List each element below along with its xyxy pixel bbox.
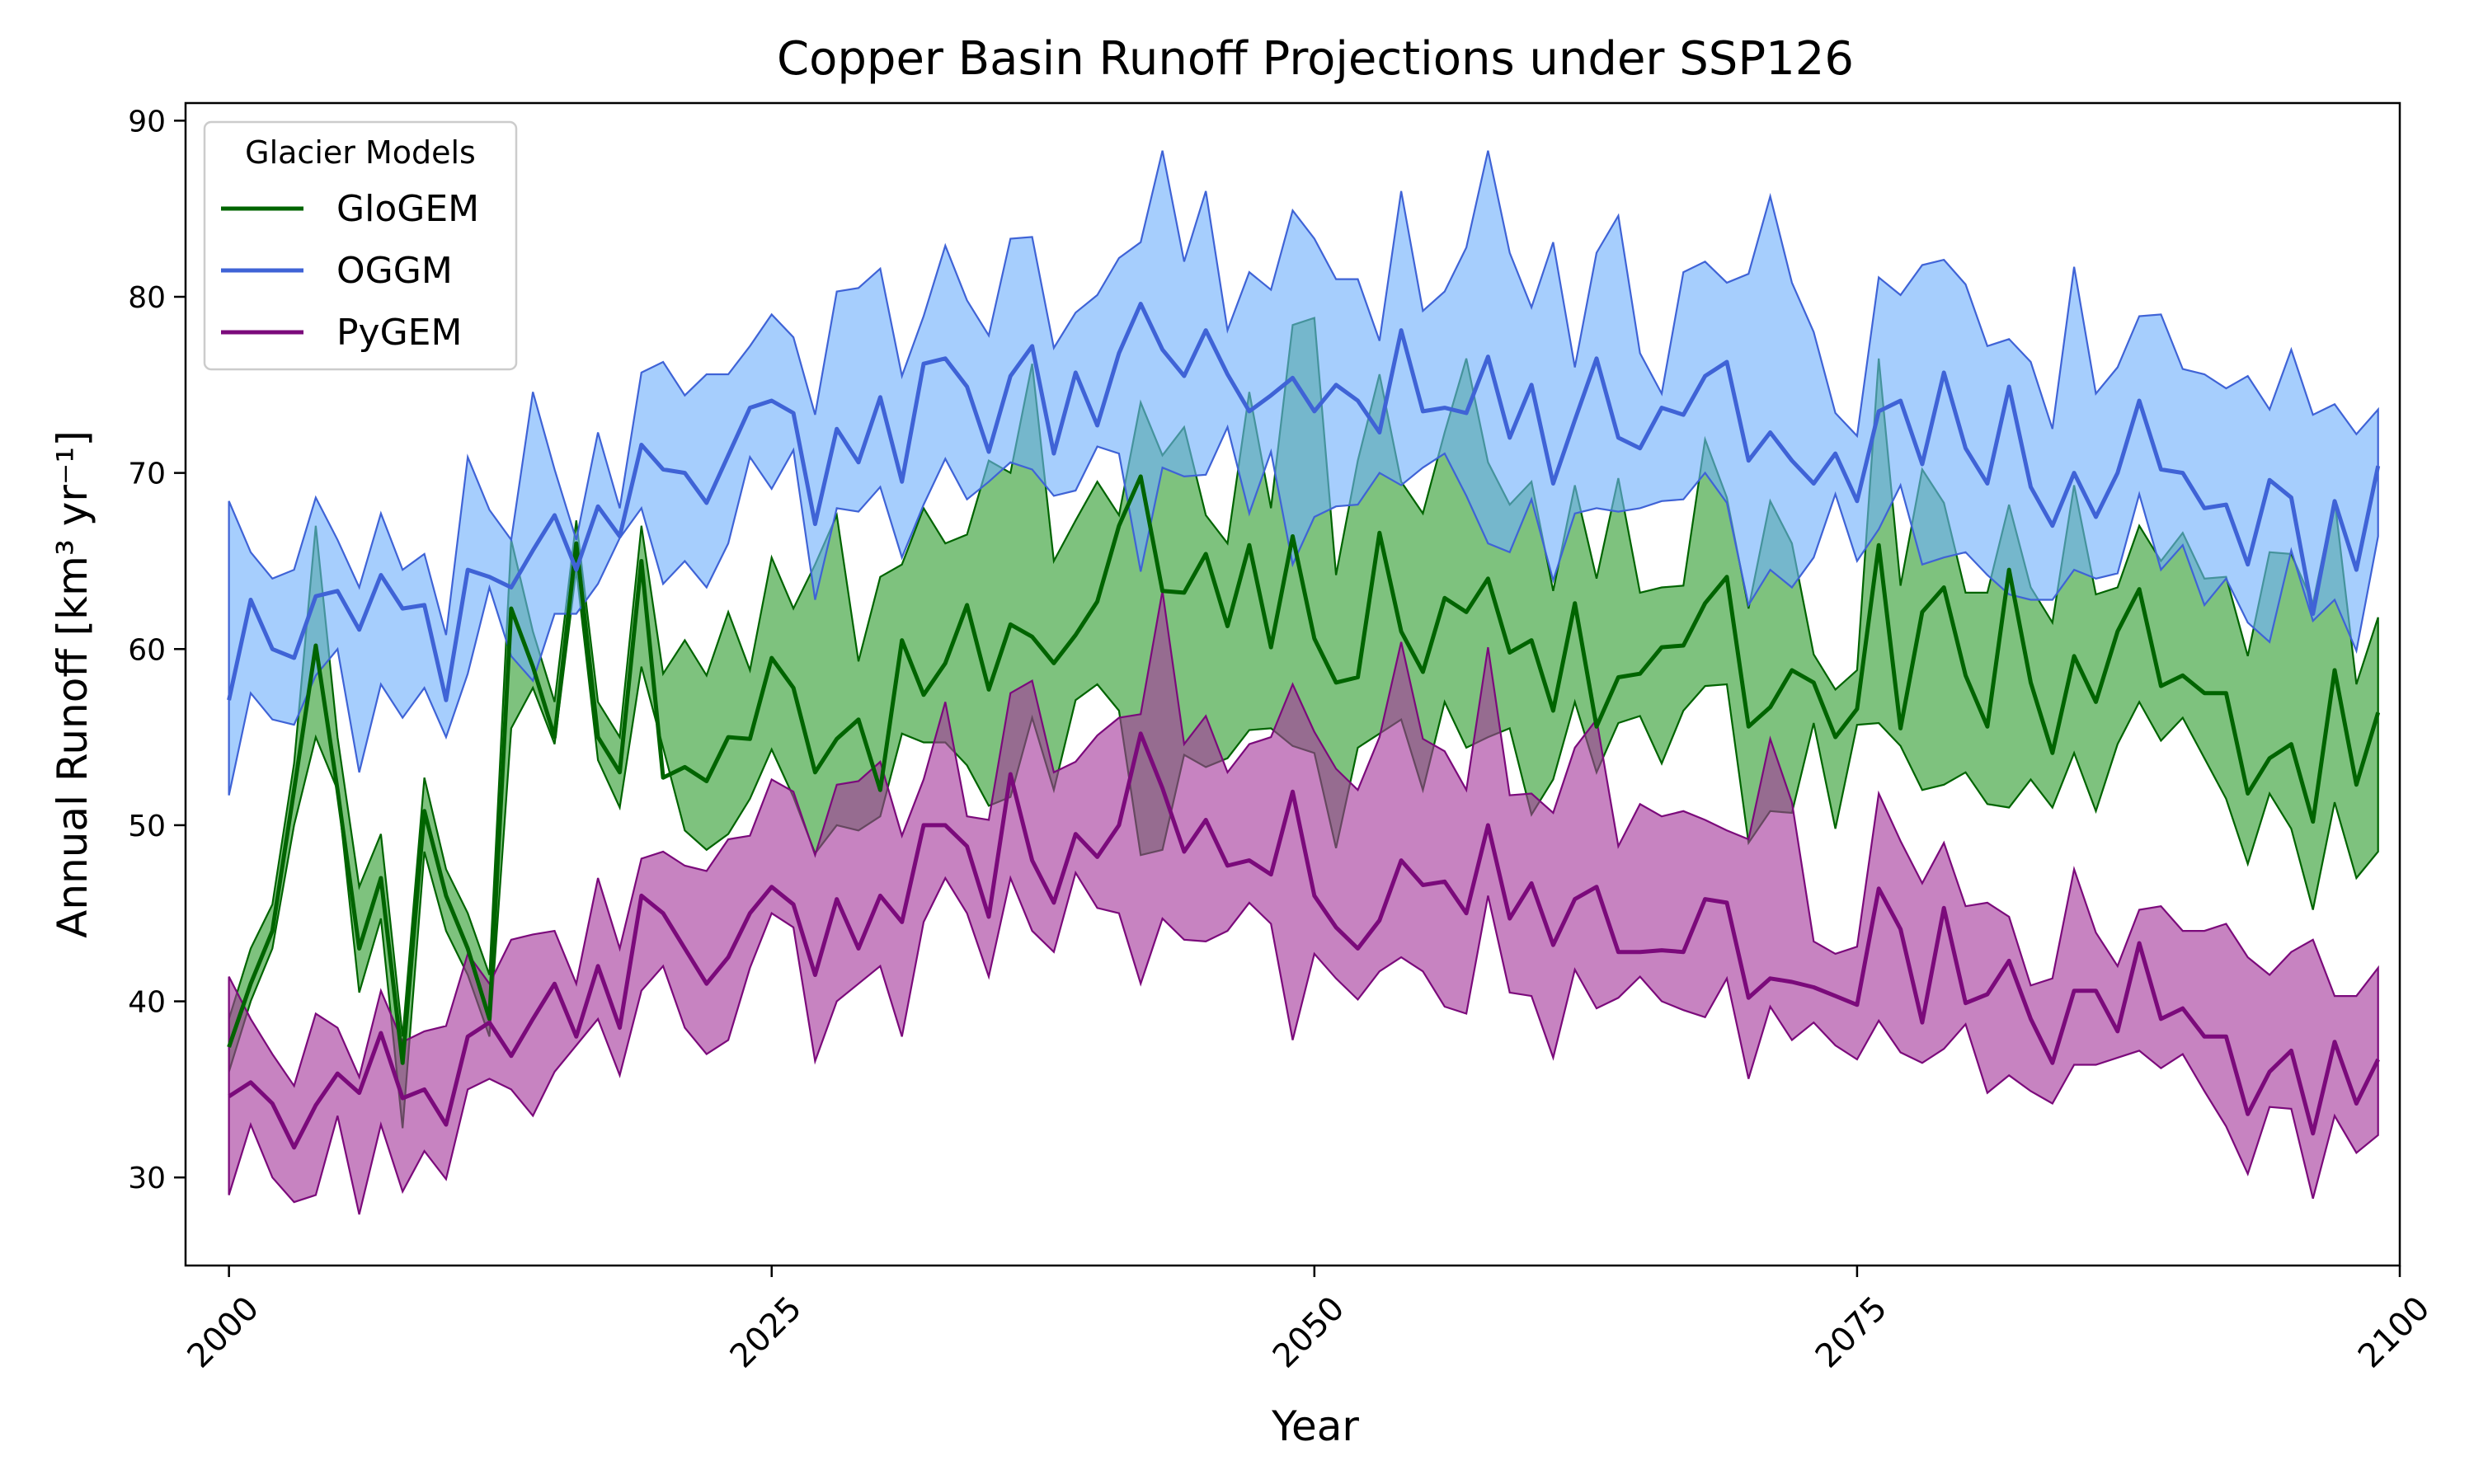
y-tick-label: 30 — [128, 1162, 166, 1195]
pygem-mean-line — [228, 731, 2380, 1150]
x-axis-label: Year — [1271, 1402, 1359, 1450]
legend-label-glogem: GloGEM — [336, 188, 479, 230]
plot-frame — [184, 101, 2401, 1267]
series-layer — [227, 150, 2381, 1215]
legend-box — [203, 120, 518, 371]
legend-title: Glacier Models — [245, 134, 476, 171]
pygem-range-band — [228, 590, 2379, 1215]
y-tick-label: 90 — [128, 105, 166, 139]
legend-label-oggm: OGGM — [336, 250, 453, 292]
oggm-range-band — [228, 150, 2379, 796]
y-tick-label: 60 — [128, 633, 166, 667]
y-axis-label: Annual Runoff [km³ yr⁻¹] — [49, 430, 96, 938]
y-tick-label: 50 — [128, 810, 166, 843]
legend: Glacier Models GloGEM OGGM PyGEM — [203, 120, 518, 371]
oggm-mean-line — [227, 302, 2381, 702]
y-tick-label: 70 — [128, 458, 166, 491]
chart-title: Copper Basin Runoff Projections under SS… — [777, 32, 1854, 86]
legend-entries: GloGEM OGGM PyGEM — [221, 188, 479, 354]
y-tick-label: 80 — [128, 281, 166, 315]
glogem-mean-line — [227, 474, 2381, 1065]
legend-label-pygem: PyGEM — [336, 312, 462, 354]
y-tick-label: 40 — [128, 986, 166, 1020]
y-axis: 30 40 50 60 70 80 90 — [128, 105, 186, 1195]
